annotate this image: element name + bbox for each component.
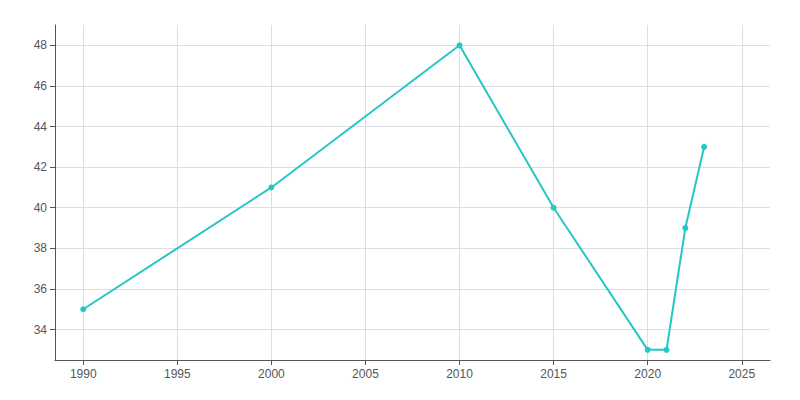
svg-text:1995: 1995 [164,367,191,381]
svg-text:1990: 1990 [70,367,97,381]
svg-text:34: 34 [34,323,48,337]
svg-text:2005: 2005 [352,367,379,381]
svg-text:36: 36 [34,282,48,296]
svg-text:2000: 2000 [258,367,285,381]
svg-text:42: 42 [34,160,48,174]
svg-text:2010: 2010 [446,367,473,381]
svg-text:2025: 2025 [728,367,755,381]
svg-text:38: 38 [34,241,48,255]
svg-text:46: 46 [34,79,48,93]
svg-text:40: 40 [34,201,48,215]
svg-text:48: 48 [34,38,48,52]
svg-text:44: 44 [34,120,48,134]
svg-text:2020: 2020 [634,367,661,381]
svg-text:2015: 2015 [540,367,567,381]
